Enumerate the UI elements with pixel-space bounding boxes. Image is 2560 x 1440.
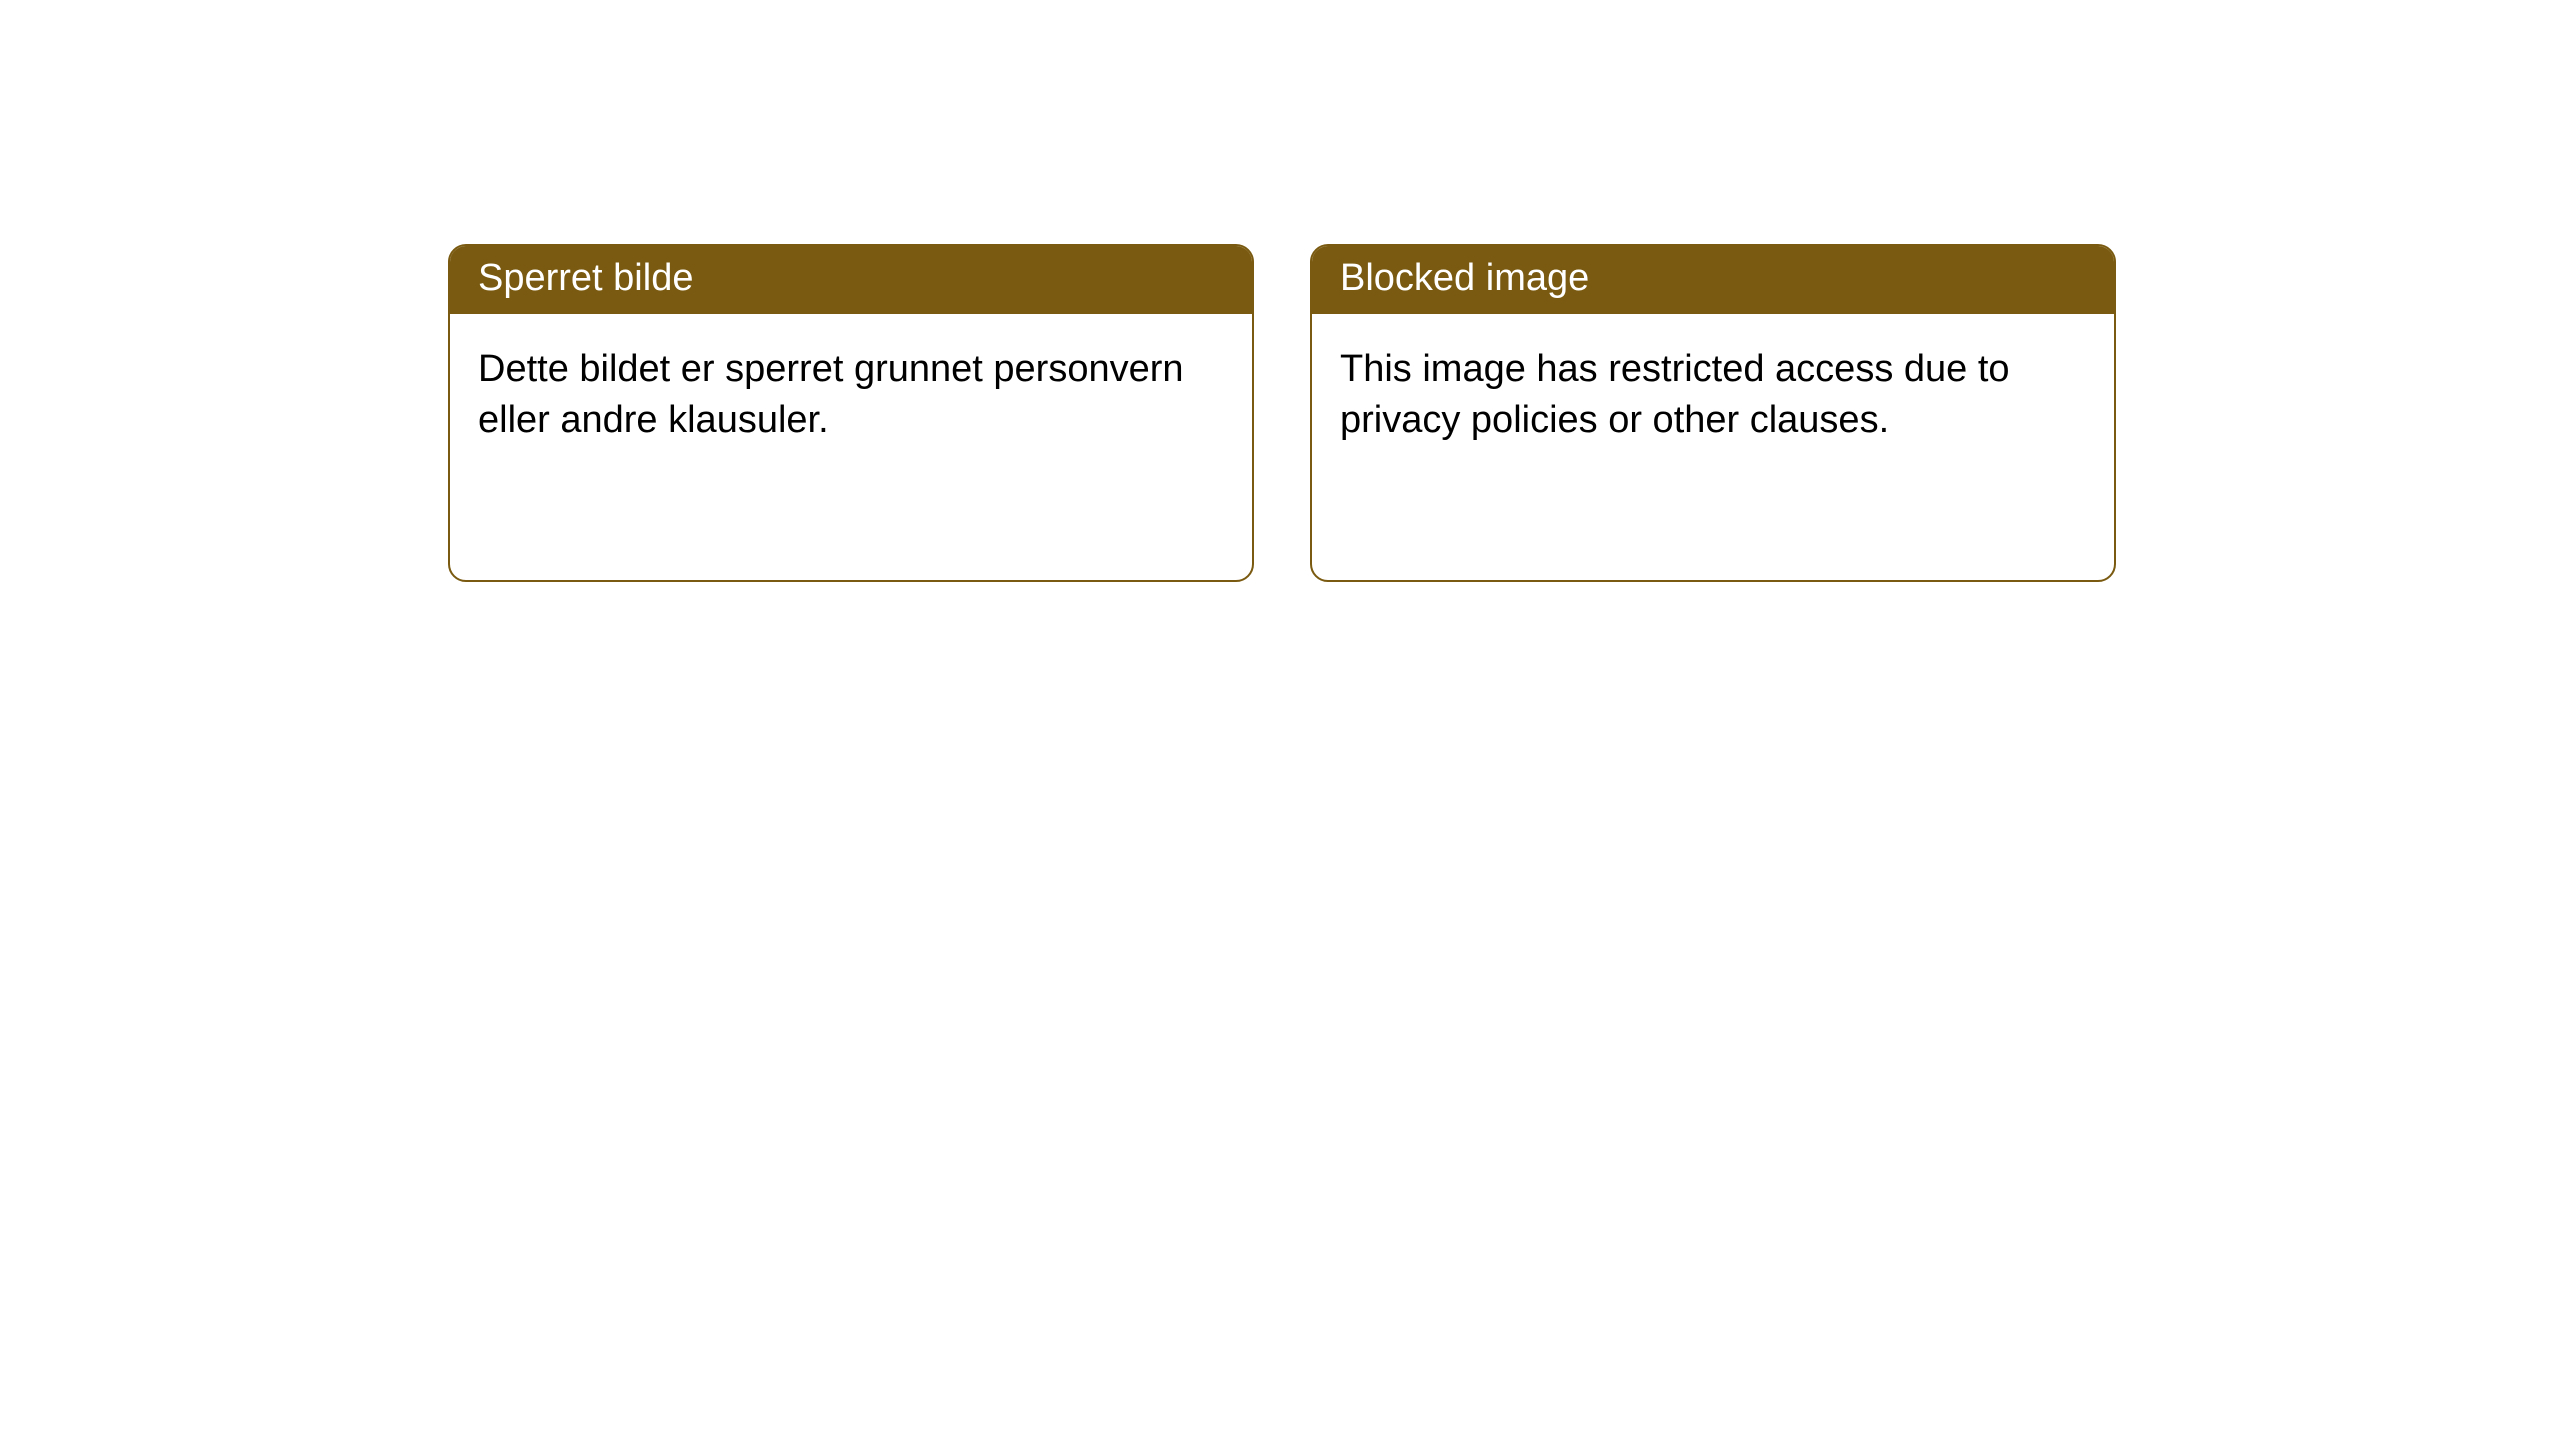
card-message: Dette bildet er sperret grunnet personve… bbox=[478, 348, 1184, 441]
notice-card-english: Blocked image This image has restricted … bbox=[1310, 244, 2116, 582]
card-title: Blocked image bbox=[1340, 257, 1589, 299]
notice-cards-container: Sperret bilde Dette bildet er sperret gr… bbox=[0, 0, 2560, 582]
card-message: This image has restricted access due to … bbox=[1340, 348, 2010, 441]
card-body: Dette bildet er sperret grunnet personve… bbox=[450, 314, 1252, 477]
card-header: Blocked image bbox=[1312, 246, 2114, 314]
card-title: Sperret bilde bbox=[478, 257, 693, 299]
card-body: This image has restricted access due to … bbox=[1312, 314, 2114, 477]
card-header: Sperret bilde bbox=[450, 246, 1252, 314]
notice-card-norwegian: Sperret bilde Dette bildet er sperret gr… bbox=[448, 244, 1254, 582]
